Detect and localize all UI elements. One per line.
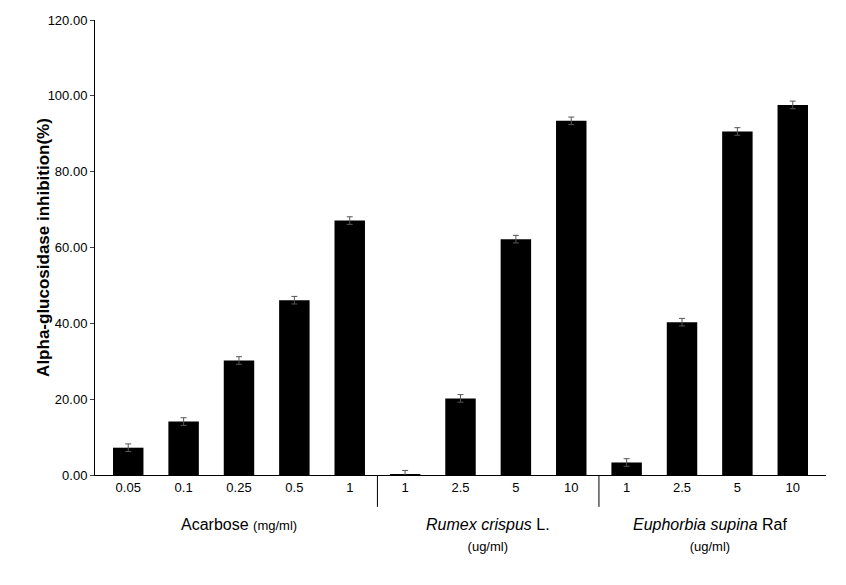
- svg-text:20.00: 20.00: [55, 392, 88, 407]
- svg-text:Acarbose (mg/ml): Acarbose (mg/ml): [181, 516, 297, 533]
- svg-text:0.5: 0.5: [285, 480, 303, 495]
- svg-text:0.00: 0.00: [62, 468, 87, 483]
- svg-text:5: 5: [734, 480, 741, 495]
- svg-text:80.00: 80.00: [55, 164, 88, 179]
- svg-text:10: 10: [786, 480, 800, 495]
- svg-text:Alpha-glucosidase inhibition(%: Alpha-glucosidase inhibition(%): [34, 118, 53, 377]
- svg-text:1: 1: [402, 480, 409, 495]
- svg-text:120.00: 120.00: [48, 13, 88, 28]
- svg-text:0.25: 0.25: [226, 480, 251, 495]
- svg-text:40.00: 40.00: [55, 316, 88, 331]
- svg-text:0.05: 0.05: [116, 480, 141, 495]
- svg-text:2.5: 2.5: [673, 480, 691, 495]
- svg-text:1: 1: [346, 480, 353, 495]
- svg-text:Rumex crispus L.(ug/ml): Rumex crispus L.(ug/ml): [426, 516, 550, 554]
- svg-text:100.00: 100.00: [48, 88, 88, 103]
- svg-text:1: 1: [623, 480, 630, 495]
- svg-text:5: 5: [512, 480, 519, 495]
- svg-text:60.00: 60.00: [55, 240, 88, 255]
- svg-text:Euphorbia supina Raf(ug/ml): Euphorbia supina Raf(ug/ml): [633, 516, 787, 554]
- svg-text:2.5: 2.5: [451, 480, 469, 495]
- svg-text:0.1: 0.1: [175, 480, 193, 495]
- svg-text:10: 10: [564, 480, 578, 495]
